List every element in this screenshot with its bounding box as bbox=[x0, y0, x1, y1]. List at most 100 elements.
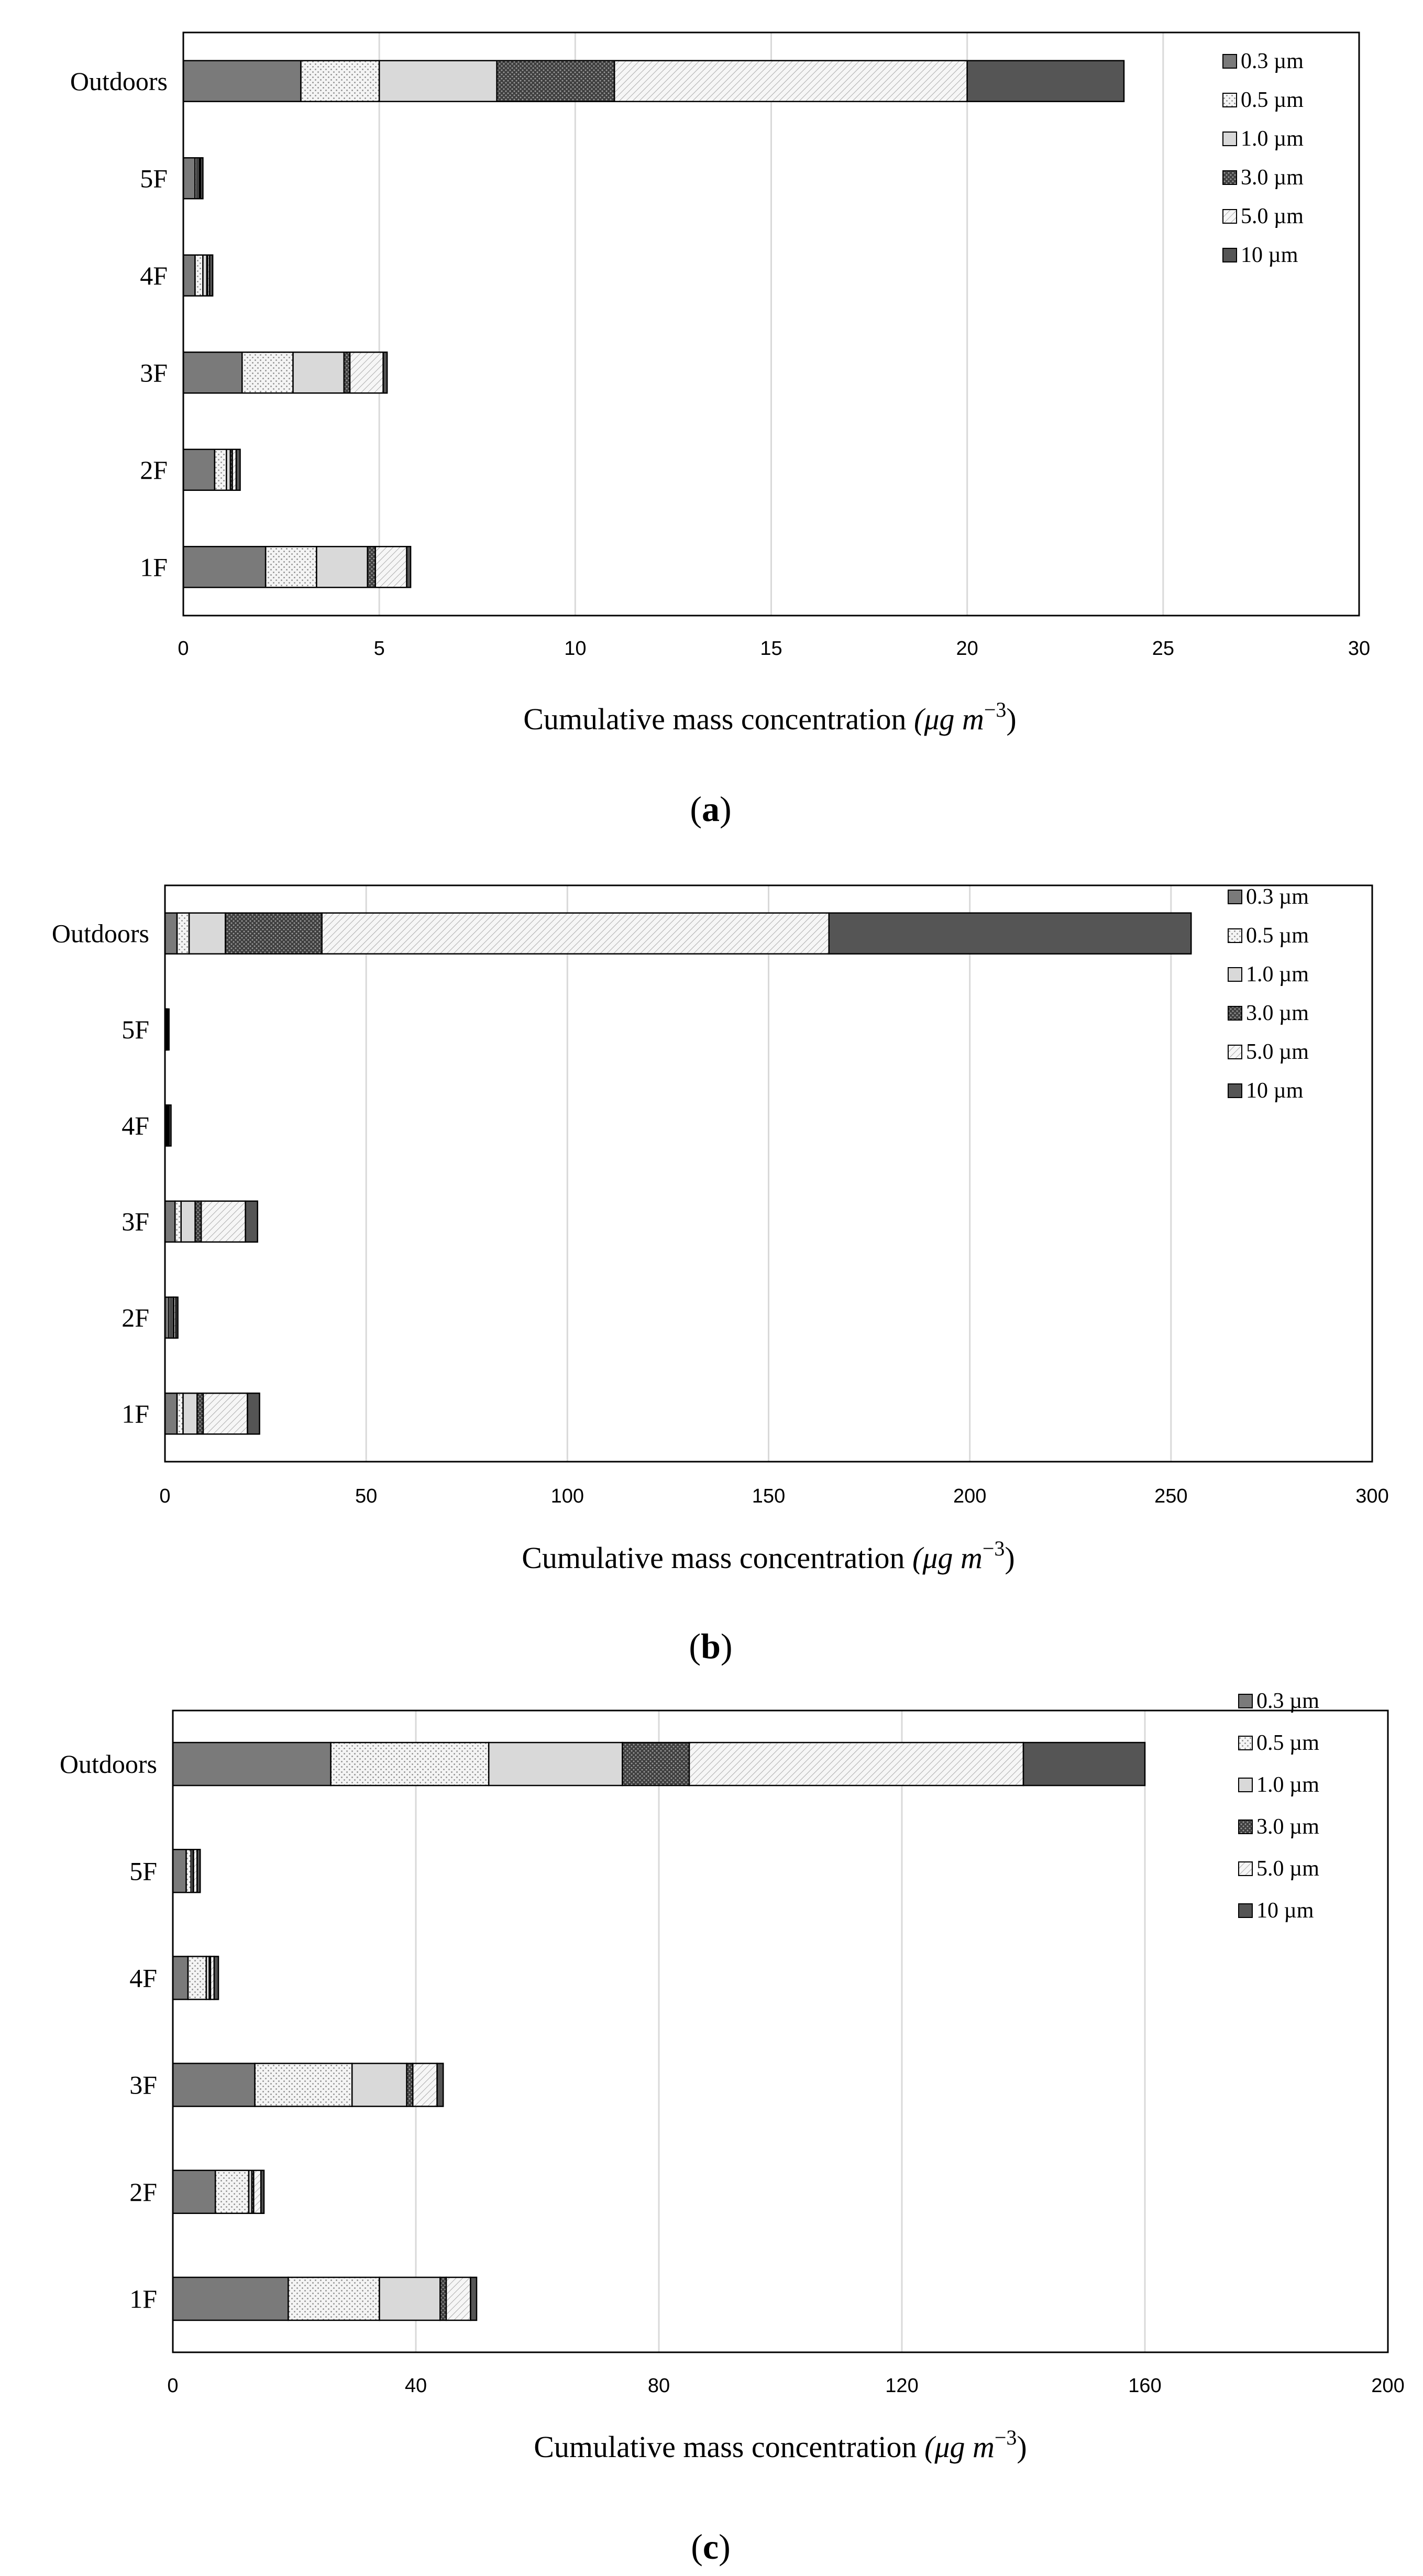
category-label: 4F bbox=[140, 261, 168, 290]
caption-letter-a: a bbox=[702, 789, 720, 829]
legend-swatch bbox=[1238, 1861, 1253, 1876]
caption-close-a: ) bbox=[720, 789, 732, 829]
bar-segment-3f-10m bbox=[245, 1200, 258, 1243]
category-label: 2F bbox=[122, 1303, 149, 1332]
x-tick-label: 80 bbox=[648, 2375, 670, 2397]
category-label: Outdoors bbox=[52, 919, 149, 948]
bar-segment-outdoors-03m bbox=[164, 912, 178, 955]
x-axis-title-exponent: −3 bbox=[984, 698, 1007, 721]
bar-segment-3f-05m bbox=[254, 2063, 353, 2107]
bar-segment-outdoors-10m bbox=[1022, 1741, 1146, 1786]
bar-segment-3f-10m bbox=[180, 1200, 196, 1243]
bar-segment-outdoors-30m bbox=[225, 912, 323, 955]
bar-segment-3f-10m bbox=[351, 2063, 407, 2107]
gridlines bbox=[415, 1711, 1146, 2352]
legend-swatch bbox=[1238, 1778, 1253, 1792]
x-tick-label: 20 bbox=[956, 638, 978, 660]
legend-label: 0.3 µm bbox=[1256, 1689, 1319, 1713]
bar-segment-3f-30m bbox=[343, 352, 351, 394]
bar-segment-3f-03m bbox=[182, 352, 243, 394]
bar-segment-outdoors-10m bbox=[966, 60, 1125, 102]
chart-panel-b: Outdoors 5F 4F 3F 2F 1F 0 50 100 150 200 250 300 Cumu… bbox=[52, 884, 1389, 1575]
bars bbox=[182, 60, 1125, 588]
bar-segment-5f-10m bbox=[167, 1008, 170, 1051]
bar-segment-1f-30m bbox=[196, 1393, 204, 1435]
bar-segment-3f-05m bbox=[241, 352, 294, 394]
bar-segment-3f-03m bbox=[172, 2063, 256, 2107]
x-tick-label: 15 bbox=[760, 638, 782, 660]
legend: 0.3 µm 0.5 µm 1.0 µm 3.0 µm 5.0 µm 10 µm bbox=[1238, 1689, 1319, 1923]
category-label: Outdoors bbox=[70, 67, 168, 96]
legend-swatch bbox=[1222, 93, 1237, 107]
bar-segment-outdoors-50m bbox=[321, 912, 830, 955]
x-axis-title-close: ) bbox=[1017, 2430, 1027, 2464]
category-label: 3F bbox=[122, 1207, 149, 1236]
legend-swatch bbox=[1228, 928, 1242, 943]
bar-segment-3f-10m bbox=[382, 352, 388, 394]
bar-segment-3f-30m bbox=[194, 1200, 202, 1243]
legend-label: 3.0 µm bbox=[1256, 1815, 1319, 1839]
legend: 0.3 µm 0.5 µm 1.0 µm 3.0 µm 5.0 µm 10 µm bbox=[1222, 49, 1304, 267]
legend-swatch bbox=[1222, 248, 1237, 262]
panel-caption-a: (a) bbox=[690, 789, 731, 829]
legend-swatch bbox=[1238, 1736, 1253, 1750]
bar-segment-1f-03m bbox=[164, 1393, 178, 1435]
bar-segment-1f-03m bbox=[182, 546, 267, 588]
bar-segment-1f-10m bbox=[406, 546, 412, 588]
panel-caption-b: (b) bbox=[689, 1626, 732, 1666]
x-axis-title-close: ) bbox=[1006, 702, 1016, 736]
category-label: 5F bbox=[129, 1856, 157, 1886]
x-tick-label: 120 bbox=[885, 2375, 918, 2397]
bar-segment-2f-03m bbox=[172, 2169, 216, 2214]
panel-caption-c: (c) bbox=[691, 2527, 731, 2567]
bar-segment-2f-10m bbox=[175, 1296, 179, 1339]
bar-segment-2f-50m bbox=[253, 2169, 262, 2214]
bar-segment-4f-10m bbox=[168, 1104, 172, 1147]
legend-swatch bbox=[1222, 54, 1237, 69]
category-label: Outdoors bbox=[60, 1749, 157, 1779]
plot-area-border bbox=[164, 884, 1373, 1463]
x-tick-label: 25 bbox=[1152, 638, 1174, 660]
bar-segment-outdoors-05m bbox=[300, 60, 380, 102]
bar-segment-outdoors-10m bbox=[828, 912, 1192, 955]
legend-swatch bbox=[1222, 131, 1237, 146]
x-axis-title: Cumulative mass concentration (μg m−3) bbox=[523, 698, 1016, 736]
bar-segment-2f-05m bbox=[214, 2169, 250, 2214]
bar-segment-outdoors-10m bbox=[488, 1741, 623, 1786]
category-label: 1F bbox=[140, 552, 168, 582]
x-tick-label: 30 bbox=[1348, 638, 1370, 660]
legend-label: 10 µm bbox=[1241, 243, 1298, 267]
bar-segment-4f-05m bbox=[187, 1956, 207, 2000]
bar-segment-5f-10m bbox=[200, 157, 204, 200]
x-tick-label: 0 bbox=[159, 1485, 170, 1507]
x-tick-label: 300 bbox=[1355, 1485, 1388, 1507]
legend-swatch bbox=[1228, 967, 1242, 982]
x-axis-title-unit: (μg m bbox=[914, 702, 984, 736]
x-tick-label: 200 bbox=[953, 1485, 986, 1507]
bar-segment-1f-10m bbox=[316, 546, 368, 588]
bar-segment-outdoors-10m bbox=[188, 912, 226, 955]
legend-swatch bbox=[1238, 1819, 1253, 1834]
x-axis-title-unit: (μg m bbox=[912, 1541, 983, 1575]
legend-label: 3.0 µm bbox=[1241, 166, 1304, 190]
x-axis-title-text: Cumulative mass concentration bbox=[522, 1541, 912, 1575]
bar-segment-3f-50m bbox=[200, 1200, 246, 1243]
bar-segment-4f-10m bbox=[213, 1956, 219, 2000]
category-label: 3F bbox=[140, 358, 168, 387]
bar-segment-3f-10m bbox=[436, 2063, 444, 2107]
legend-label: 0.5 µm bbox=[1241, 88, 1304, 112]
plot-area-border bbox=[182, 31, 1360, 617]
legend-label: 0.3 µm bbox=[1241, 49, 1304, 73]
category-label: 1F bbox=[122, 1399, 149, 1428]
category-label: 5F bbox=[140, 163, 168, 193]
bar-segment-outdoors-50m bbox=[613, 60, 968, 102]
x-axis-title: Cumulative mass concentration (μg m−3) bbox=[534, 2426, 1027, 2464]
legend-label: 1.0 µm bbox=[1256, 1773, 1319, 1797]
bars bbox=[172, 1741, 1146, 2321]
legend-swatch bbox=[1228, 1006, 1242, 1021]
category-label: 2F bbox=[140, 455, 168, 485]
bar-segment-outdoors-03m bbox=[182, 60, 302, 102]
caption-close-c: ) bbox=[719, 2527, 731, 2567]
legend-label: 0.5 µm bbox=[1246, 924, 1309, 948]
bar-segment-outdoors-03m bbox=[172, 1741, 332, 1786]
